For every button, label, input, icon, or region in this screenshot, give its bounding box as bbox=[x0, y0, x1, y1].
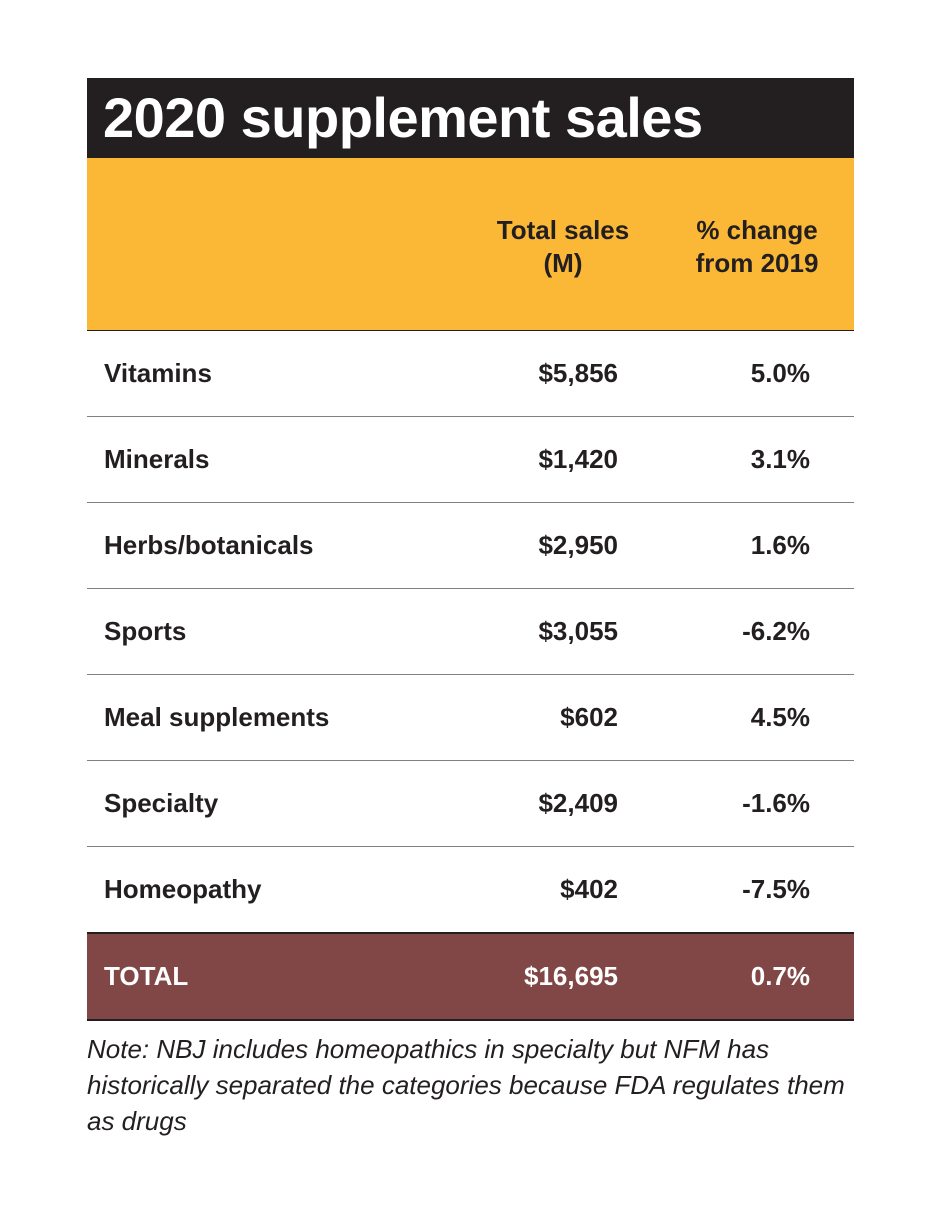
total-row: TOTAL $16,695 0.7% bbox=[87, 932, 854, 1021]
row-change: 5.0% bbox=[750, 358, 810, 388]
header-total-sales: Total sales (M) bbox=[473, 214, 653, 280]
row-category: Sports bbox=[104, 616, 187, 646]
row-change: -6.2% bbox=[742, 616, 810, 646]
sales-table: 2020 supplement sales Total sales (M) % … bbox=[87, 78, 854, 1021]
table-title: 2020 supplement sales bbox=[87, 78, 854, 158]
row-sales: $602 bbox=[560, 702, 618, 732]
row-category: Vitamins bbox=[104, 358, 212, 388]
row-change: -1.6% bbox=[742, 788, 810, 818]
header-line: Total sales bbox=[496, 215, 630, 245]
row-category: Specialty bbox=[104, 788, 219, 818]
row-sales: $3,055 bbox=[538, 616, 618, 646]
header-percent-change: % change from 2019 bbox=[667, 214, 847, 280]
total-label: TOTAL bbox=[104, 961, 189, 991]
row-sales: $2,409 bbox=[538, 788, 618, 818]
row-sales: $2,950 bbox=[538, 530, 618, 560]
row-change: 4.5% bbox=[750, 702, 810, 732]
footnote: Note: NBJ includes homeopathics in speci… bbox=[87, 1034, 845, 1136]
table-row: Meal supplements $602 4.5% bbox=[87, 675, 854, 761]
table-row: Sports $3,055 -6.2% bbox=[87, 589, 854, 675]
table-row: Homeopathy $402 -7.5% bbox=[87, 847, 854, 932]
row-category: Meal supplements bbox=[104, 702, 330, 732]
table-row: Specialty $2,409 -1.6% bbox=[87, 761, 854, 847]
row-change: 1.6% bbox=[750, 530, 810, 560]
total-change: 0.7% bbox=[750, 961, 810, 991]
table-header: Total sales (M) % change from 2019 bbox=[87, 158, 854, 331]
row-category: Minerals bbox=[104, 444, 210, 474]
row-sales: $5,856 bbox=[538, 358, 618, 388]
table-row: Minerals $1,420 3.1% bbox=[87, 417, 854, 503]
header-line: from 2019 bbox=[695, 248, 819, 278]
row-sales: $1,420 bbox=[538, 444, 618, 474]
table-row: Herbs/botanicals $2,950 1.6% bbox=[87, 503, 854, 589]
row-sales: $402 bbox=[560, 874, 618, 904]
row-change: -7.5% bbox=[742, 874, 810, 904]
total-sales: $16,695 bbox=[524, 961, 618, 991]
table-row: Vitamins $5,856 5.0% bbox=[87, 331, 854, 417]
row-category: Homeopathy bbox=[104, 874, 262, 904]
header-line: (M) bbox=[543, 248, 583, 278]
header-line: % change bbox=[696, 215, 818, 245]
row-change: 3.1% bbox=[750, 444, 810, 474]
row-category: Herbs/botanicals bbox=[104, 530, 314, 560]
